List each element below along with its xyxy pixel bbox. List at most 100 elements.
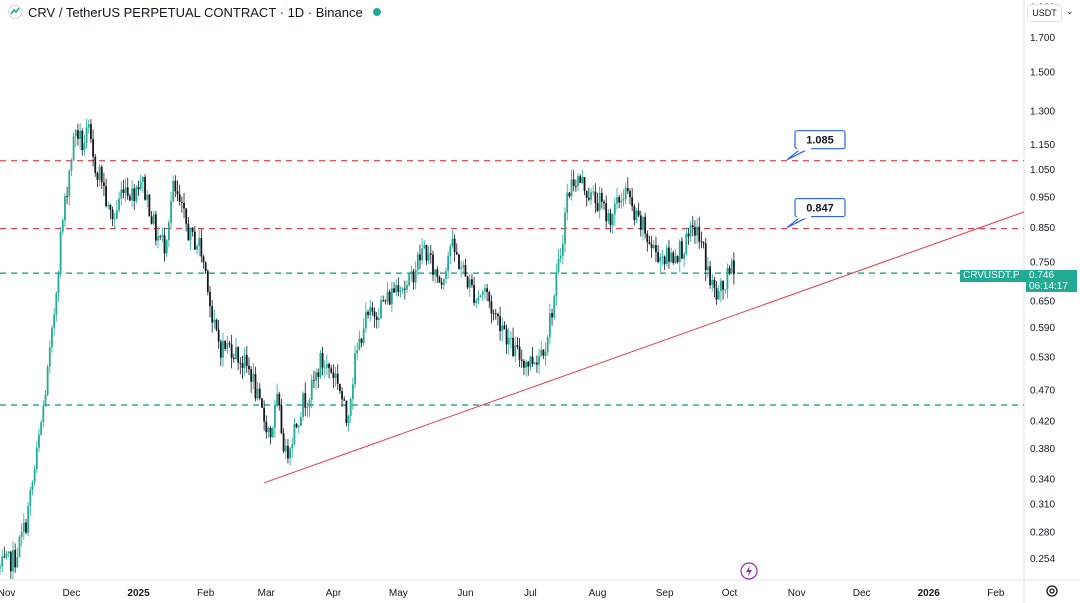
candle [209,286,211,318]
candle [161,227,164,243]
candle [471,273,473,288]
candle [360,338,363,348]
candle-body [44,394,47,407]
candle-body [488,292,491,302]
candle-body [90,124,92,140]
candle [287,439,289,464]
candle [564,207,566,253]
candle [429,244,432,264]
candle [421,238,424,265]
candle-body [462,265,465,268]
trendline-group[interactable] [263,211,1025,484]
candle-body [367,311,369,316]
candle [587,187,590,202]
candle [358,330,361,351]
horizontal-lines[interactable] [0,160,1024,406]
candle [704,237,707,281]
candle [228,340,231,348]
candle-body [668,247,670,262]
candle-body [5,553,8,558]
chart-title: CRV / TetherUS PERPETUAL CONTRACT · 1D ·… [28,4,363,20]
candle-body [388,291,391,305]
candle-body [25,522,27,533]
candle-body [154,214,157,241]
candle-body [269,427,272,438]
candle-body [531,356,534,364]
candle [191,227,194,237]
candle-body [585,190,588,198]
candle [74,129,77,148]
candle-body [176,191,179,195]
candle [425,244,428,266]
candle-body [211,306,214,323]
candle-body [289,448,291,459]
candle [111,206,114,227]
currency-selector[interactable]: USDT [1027,4,1062,22]
x-tick-label: Sep [656,588,674,599]
candle [477,290,480,305]
x-tick-label: Dec [63,588,81,599]
candle [505,324,508,354]
candle [637,202,640,218]
candle-body [193,231,196,250]
candle [72,132,75,161]
candle [248,357,250,376]
candle [217,319,220,349]
candle [681,237,683,260]
candle [613,197,616,226]
settings-icon[interactable] [1045,584,1059,598]
trendline[interactable] [263,211,1025,484]
candle-body [587,197,590,200]
candle [57,270,60,302]
candle [386,281,389,305]
candle [68,168,71,206]
x-tick-label: 2026 [918,588,941,599]
candle [555,263,558,306]
price-axis[interactable]: 1.9001.7001.5001.3001.1501.0500.9500.850… [1030,3,1055,566]
level-labels[interactable]: 1.085 0.847 [786,130,846,229]
candle [494,308,497,320]
level-label[interactable]: 1.085 [786,130,846,161]
candle-body [100,166,103,183]
candle [174,175,177,198]
candle [445,267,447,284]
candle-body [375,316,378,320]
candle [92,129,94,167]
time-axis[interactable]: Nov Dec 2025 Feb Mar Apr May Jun Jul Aug Sep Oct Nov… [0,588,1005,599]
candle [81,128,84,156]
candle [362,318,365,347]
candle [371,301,374,316]
candle-body [96,172,99,180]
candle [642,216,644,241]
chart-title-bar[interactable]: CRV / TetherUS PERPETUAL CONTRACT · 1D ·… [8,4,381,20]
level-label[interactable]: 0.847 [786,197,846,229]
candle [583,176,586,195]
candle-body [694,227,696,236]
candle [306,402,309,417]
candle-body [165,240,168,254]
candle-body [440,282,443,285]
candle-body [533,362,536,364]
candle [321,346,324,376]
candle-body [629,191,631,198]
candle [412,268,415,290]
candle [579,174,582,184]
candle [618,194,621,209]
candle [490,295,493,324]
flash-icon[interactable] [740,562,758,580]
chevron-down-icon[interactable]: ⌄ [1066,6,1074,16]
candle-body [159,236,162,238]
candle [211,299,214,333]
candle-body [334,373,337,378]
candle [548,303,551,345]
candle-body [616,197,618,204]
candle-body [118,198,120,211]
candle-body [700,241,703,243]
candle [397,277,400,297]
candle-body [105,185,107,207]
candle-body [442,279,445,285]
candle-body [308,399,311,407]
candle-body [490,301,493,314]
